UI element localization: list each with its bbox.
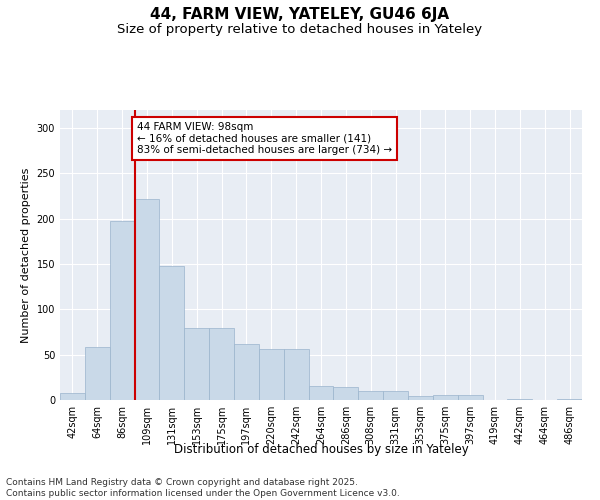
Bar [508, 399, 532, 400]
Bar [209, 328, 234, 400]
Bar [433, 394, 458, 400]
Bar [85, 348, 110, 400]
Bar [284, 349, 308, 400]
Bar [110, 220, 134, 400]
Text: 44, FARM VIEW, YATELEY, GU46 6JA: 44, FARM VIEW, YATELEY, GU46 6JA [151, 8, 449, 22]
Text: Distribution of detached houses by size in Yateley: Distribution of detached houses by size … [173, 442, 469, 456]
Bar [184, 328, 209, 400]
Bar [60, 393, 85, 400]
Bar [557, 399, 582, 400]
Bar [408, 396, 433, 400]
Y-axis label: Number of detached properties: Number of detached properties [21, 168, 31, 342]
Bar [259, 349, 284, 400]
Bar [358, 391, 383, 400]
Text: 44 FARM VIEW: 98sqm
← 16% of detached houses are smaller (141)
83% of semi-detac: 44 FARM VIEW: 98sqm ← 16% of detached ho… [137, 122, 392, 155]
Bar [134, 199, 160, 400]
Bar [308, 386, 334, 400]
Bar [458, 394, 482, 400]
Bar [383, 391, 408, 400]
Text: Size of property relative to detached houses in Yateley: Size of property relative to detached ho… [118, 22, 482, 36]
Bar [234, 344, 259, 400]
Bar [160, 266, 184, 400]
Text: Contains HM Land Registry data © Crown copyright and database right 2025.
Contai: Contains HM Land Registry data © Crown c… [6, 478, 400, 498]
Bar [334, 388, 358, 400]
